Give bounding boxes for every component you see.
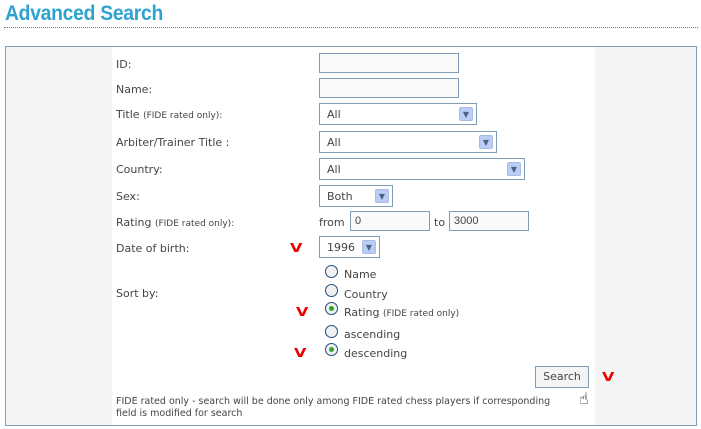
chevron-down-icon: ▼ — [507, 162, 521, 176]
country-label: Country: — [116, 163, 163, 176]
dob-label: Date of birth: — [116, 242, 190, 255]
sort-name-label: Name — [344, 268, 377, 281]
search-button[interactable]: Search — [535, 366, 589, 388]
check-mark-icon: V — [296, 304, 309, 320]
chevron-down-icon: ▼ — [459, 107, 473, 121]
arbiter-label: Arbiter/Trainer Title : — [116, 136, 230, 149]
sort-rating-radio[interactable] — [325, 302, 338, 315]
hand-cursor-icon: ☝ — [579, 389, 589, 408]
rating-to-label: to — [434, 216, 446, 229]
arbiter-select[interactable]: All ▼ — [319, 131, 497, 153]
sort-name-radio[interactable] — [325, 265, 338, 278]
sort-country-label: Country — [344, 288, 388, 301]
name-label: Name: — [116, 83, 153, 96]
id-input[interactable] — [319, 53, 459, 73]
dob-select[interactable]: 1996 ▼ — [319, 236, 380, 258]
order-descending-label: descending — [344, 347, 408, 360]
country-select[interactable]: All ▼ — [319, 158, 525, 180]
sort-country-radio[interactable] — [325, 284, 338, 297]
page-title: Advanced Search — [5, 2, 164, 25]
check-mark-icon: V — [294, 345, 307, 361]
order-descending-radio[interactable] — [325, 343, 338, 356]
name-input[interactable] — [319, 78, 459, 98]
rating-to-input[interactable] — [449, 211, 529, 231]
sex-label: Sex: — [116, 190, 140, 203]
id-label: ID: — [116, 58, 132, 71]
check-mark-icon: V — [290, 240, 303, 256]
sort-label: Sort by: — [116, 287, 159, 300]
order-ascending-radio[interactable] — [325, 325, 338, 338]
order-ascending-label: ascending — [344, 328, 401, 341]
title-select[interactable]: All ▼ — [319, 103, 477, 125]
chevron-down-icon: ▼ — [362, 240, 376, 254]
sort-rating-label: Rating (FIDE rated only) — [344, 306, 460, 319]
rating-from-label: from — [319, 216, 345, 229]
rating-from-input[interactable] — [350, 211, 430, 231]
check-mark-icon: V — [602, 369, 615, 385]
title-divider — [4, 27, 698, 28]
sex-select[interactable]: Both ▼ — [319, 185, 393, 207]
rating-label: Rating (FIDE rated only): — [116, 216, 235, 229]
footnote: FIDE rated only - search will be done on… — [116, 396, 551, 419]
chevron-down-icon: ▼ — [375, 189, 389, 203]
title-label: Title (FIDE rated only): — [116, 108, 223, 121]
chevron-down-icon: ▼ — [479, 135, 493, 149]
